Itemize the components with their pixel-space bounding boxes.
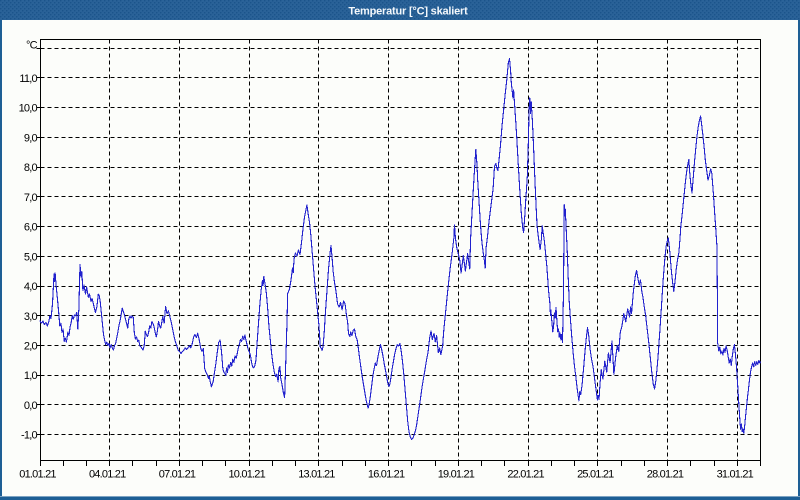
svg-text:22.01.21: 22.01.21	[507, 469, 544, 481]
svg-text:25.01.21: 25.01.21	[577, 469, 614, 481]
svg-text:8,0: 8,0	[24, 162, 38, 174]
svg-text:28.01.21: 28.01.21	[647, 469, 684, 481]
svg-text:Temperatur [°C] skaliert: Temperatur [°C] skaliert	[348, 6, 468, 18]
svg-text:°C: °C	[26, 40, 38, 52]
svg-text:1,0: 1,0	[24, 370, 38, 382]
svg-text:10,0: 10,0	[19, 103, 38, 115]
svg-text:13.01.21: 13.01.21	[298, 469, 335, 481]
svg-text:2,0: 2,0	[24, 341, 38, 353]
svg-text:4,0: 4,0	[24, 281, 38, 293]
svg-text:7,0: 7,0	[24, 192, 38, 204]
svg-text:04.01.21: 04.01.21	[89, 469, 126, 481]
svg-text:9,0: 9,0	[24, 132, 38, 144]
svg-text:0,0: 0,0	[24, 400, 38, 412]
svg-text:16.01.21: 16.01.21	[368, 469, 405, 481]
svg-text:01.01.21: 01.01.21	[19, 469, 56, 481]
svg-text:07.01.21: 07.01.21	[159, 469, 196, 481]
svg-text:10.01.21: 10.01.21	[228, 469, 265, 481]
svg-text:-1,0: -1,0	[21, 430, 37, 442]
svg-text:19.01.21: 19.01.21	[438, 469, 475, 481]
svg-text:11,0: 11,0	[19, 73, 37, 85]
svg-text:3,0: 3,0	[24, 311, 38, 323]
svg-text:5,0: 5,0	[24, 251, 38, 263]
svg-text:6,0: 6,0	[24, 222, 38, 234]
svg-text:31.01.21: 31.01.21	[717, 469, 754, 481]
